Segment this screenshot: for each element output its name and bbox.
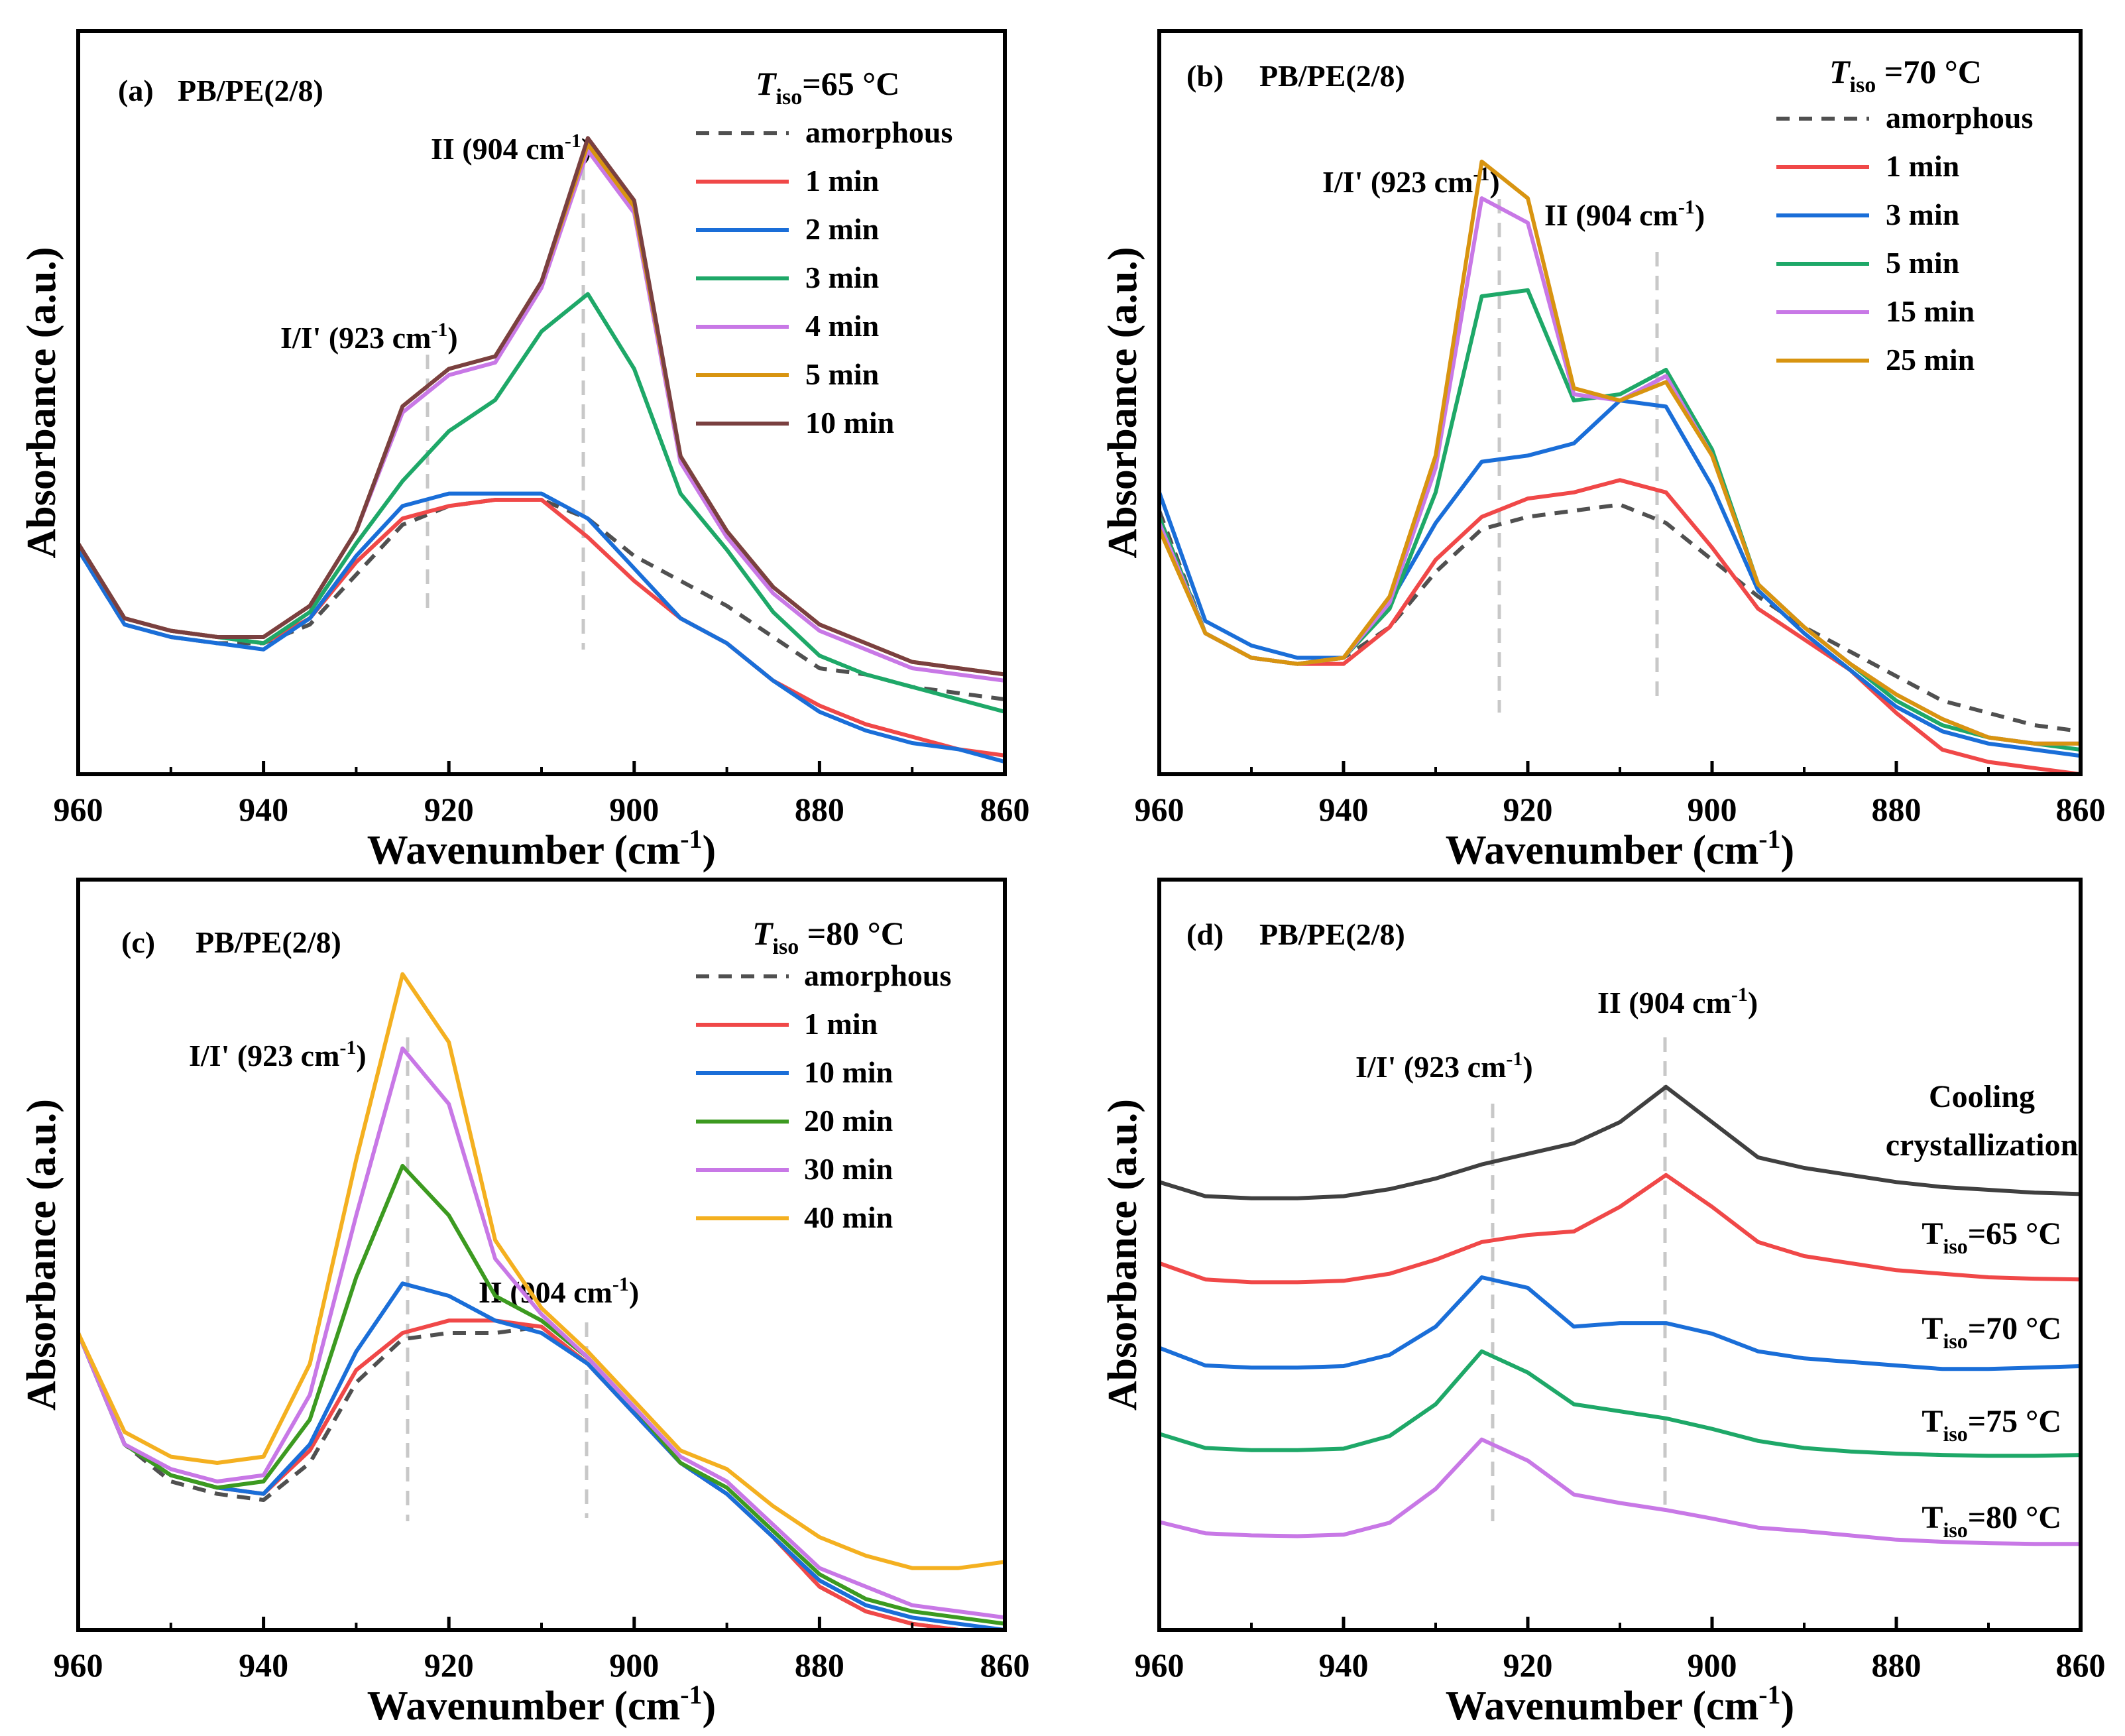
curve-label: Tiso=65 °C [1922,1216,2061,1258]
x-tick-label: 920 [424,1647,474,1684]
legend-entry-label: 1 min [805,164,879,198]
legend-header: Tiso =80 °C [752,915,905,959]
y-axis-label: Absorbance (a.u.) [19,1099,64,1411]
legend-entry-label: 1 min [804,1007,878,1041]
series-line-2-min [78,491,1005,764]
legend-entry-label: 3 min [1886,198,1959,231]
legend-entry-label: amorphous [1886,101,2033,135]
legend-header: Tiso=65 °C [756,65,899,109]
x-tick-label: 880 [1872,1647,1922,1684]
y-axis-label: Absorbance (a.u.) [19,247,64,558]
x-tick-label: 900 [609,1647,659,1684]
panel-letter: (c) [121,925,155,959]
x-axis-label: Wavenumber (cm-1) [367,824,716,873]
series-line-cooling-crystallization [1159,1084,2081,1200]
y-axis-label: Absorbance (a.u.) [1100,1099,1145,1411]
chart-panel-c: I/I' (923 cm-1) II (904 cm-1) 960 940 920 900… [19,878,1030,1729]
peak-annotation: I/I' (923 cm-1) [1355,1048,1533,1084]
legend-entry-label: 15 min [1886,294,1975,328]
peak-annotation: I/I' (923 cm-1) [280,319,458,355]
panel-letter: (b) [1186,59,1224,93]
curve-label: Tiso=75 °C [1922,1404,2061,1446]
x-tick-label: 960 [54,791,103,828]
peak-annotation: I/I' (923 cm-1) [189,1037,367,1072]
legend-entry-label: amorphous [804,958,951,992]
x-tick-label: 860 [980,791,1030,828]
legend-entry-label: 30 min [804,1152,893,1186]
series-line-20-min [78,1163,1005,1626]
x-tick-label: 860 [2056,791,2106,828]
series-line-tiso-75-c [1159,1349,2081,1458]
series-line-25-min [1159,159,2081,746]
panel-title: PB/PE(2/8) [178,74,323,107]
series-line-3-min [78,292,1005,714]
legend-entry-label: 10 min [805,406,894,439]
legend-entry-label: 20 min [804,1104,893,1137]
x-tick-label: 880 [795,1647,844,1684]
x-tick-label: 960 [54,1647,103,1684]
x-tick-label: 940 [239,791,288,828]
series-line-40-min [78,972,1005,1570]
x-tick-label: 940 [1319,1647,1369,1684]
panel-letter: (d) [1186,917,1224,951]
series-line-tiso-70-c [1159,1275,2081,1371]
x-tick-label: 900 [1688,791,1737,828]
chart-panel-b: I/I' (923 cm-1)II (904 cm-1)960 940 920 900… [1100,29,2106,873]
series-line-10-min [78,1281,1005,1630]
x-tick-label: 940 [239,1647,288,1684]
x-tick-label: 940 [1319,791,1369,828]
series-line-tiso-80-c [1159,1437,2081,1546]
legend-entry-label: 1 min [1886,149,1959,183]
x-axis-label: Wavenumber (cm-1) [367,1680,716,1729]
series-line-1-min [1159,478,2081,774]
curve-label: Tiso=70 °C [1922,1311,2061,1353]
curve-label: Tiso=80 °C [1922,1500,2061,1542]
y-axis-label: Absorbance (a.u.) [1100,247,1145,558]
legend-entry-label: amorphous [805,115,952,149]
series-line-30-min [78,1046,1005,1620]
panel-title: PB/PE(2/8) [1259,59,1405,93]
peak-annotation: II (904 cm-1) [479,1273,639,1309]
series-line-10-min [78,136,1005,677]
curve-label: crystallization [1886,1128,2079,1163]
x-tick-label: 860 [980,1647,1030,1684]
x-tick-label: 880 [795,791,844,828]
panel-letter: (a) [118,74,154,107]
x-tick-label: 860 [2056,1647,2106,1684]
peak-annotation: II (904 cm-1) [1597,984,1758,1019]
x-tick-label: 900 [1688,1647,1737,1684]
legend-header: Tiso =70 °C [1829,53,1982,97]
series-line-tiso-65-c [1159,1173,2081,1285]
peak-annotation: II (904 cm-1) [1544,196,1705,232]
legend-entry-label: 4 min [805,309,879,343]
legend-entry-label: 40 min [804,1200,893,1234]
legend-entry-label: 2 min [805,212,879,246]
legend-entry-label: 5 min [805,357,879,391]
legend-entry-label: 5 min [1886,246,1959,280]
x-axis-label: Wavenumber (cm-1) [1446,1680,1794,1729]
x-axis-label: Wavenumber (cm-1) [1446,824,1794,873]
legend-entry-label: 3 min [805,260,879,294]
x-tick-label: 900 [609,791,659,828]
curve-label: Cooling [1929,1079,2035,1114]
chart-panel-a: II (904 cm-1) I/I' (923 cm-1) 960 940 920 900… [19,29,1030,873]
x-tick-label: 880 [1872,791,1922,828]
peak-annotation: II (904 cm-1) [431,130,591,166]
chart-panel-d: I/I' (923 cm-1) II (904 cm-1) 960 940 920 900… [1100,878,2106,1729]
panel-title: PB/PE(2/8) [196,925,341,959]
legend-entry-label: 10 min [804,1055,893,1089]
x-tick-label: 960 [1135,1647,1184,1684]
x-tick-label: 920 [1503,791,1553,828]
panel-title: PB/PE(2/8) [1259,917,1405,951]
x-tick-label: 920 [424,791,474,828]
legend-entry-label: 25 min [1886,343,1975,376]
x-tick-label: 920 [1503,1647,1553,1684]
x-tick-label: 960 [1135,791,1184,828]
